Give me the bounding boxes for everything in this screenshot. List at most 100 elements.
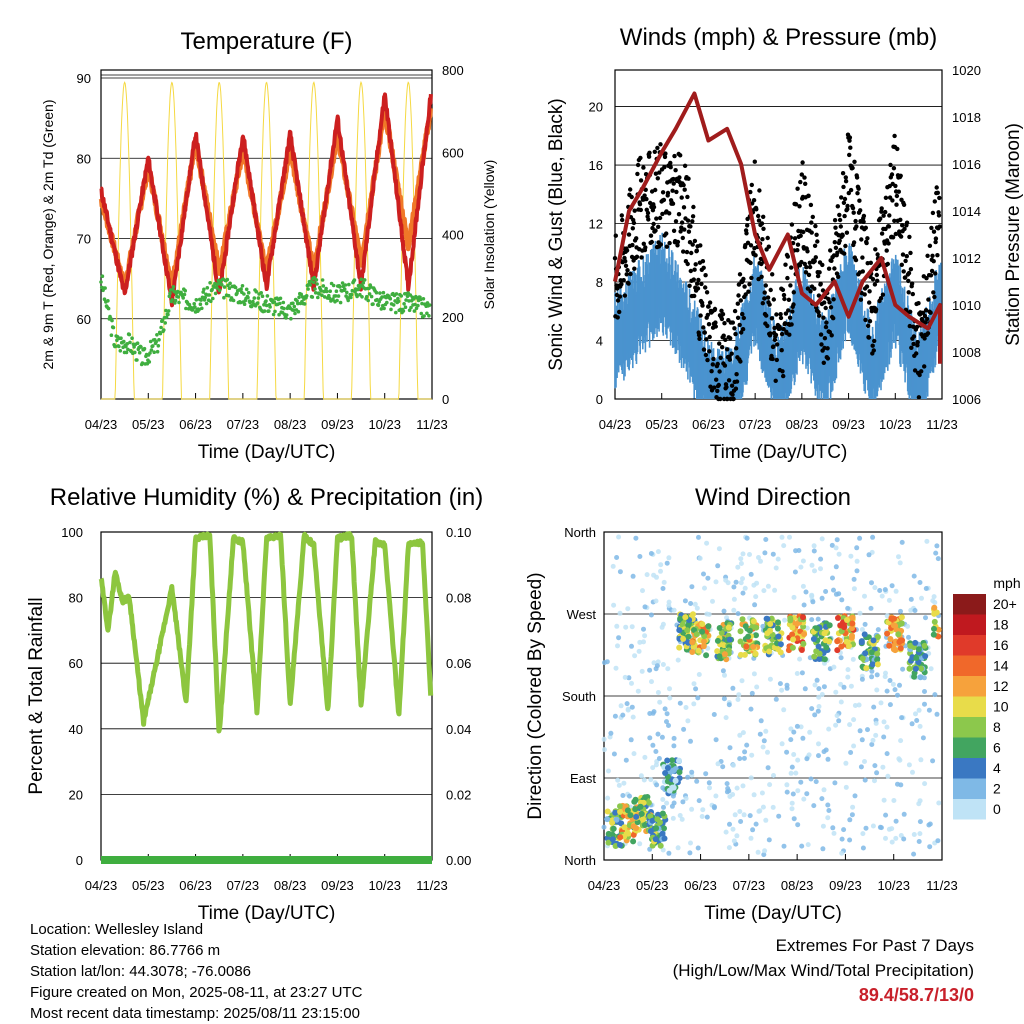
direction-point [726,845,732,851]
direction-point [636,648,642,654]
dewpoint-point [176,295,181,299]
gust-point [802,261,807,267]
direction-point [629,680,634,686]
gust-point [635,162,641,168]
dewpoint-point [336,294,341,298]
dewpoint-point [155,349,160,354]
direction-point [812,682,818,688]
gust-point [864,284,870,289]
x-tick-label: 09/23 [829,878,862,893]
direction-point [637,803,644,810]
gust-point [903,275,908,280]
direction-point [794,671,800,676]
dewpoint-point [350,288,355,293]
gust-point [935,253,940,258]
x-tick-label: 10/23 [368,417,401,432]
direction-point [715,563,721,569]
gust-point [810,214,815,220]
direction-point [655,811,661,818]
direction-point [928,666,934,672]
direction-point [872,585,878,591]
gust-point [756,213,761,219]
direction-point [605,839,612,846]
direction-point [788,770,794,776]
gust-point [661,197,667,203]
direction-point [869,580,874,586]
direction-point [750,643,757,650]
direction-point [601,824,607,830]
dewpoint-point [382,306,386,311]
gust-point [785,275,790,281]
gust-point [753,253,758,258]
direction-point [740,783,746,789]
y-tick-label: 60 [69,656,83,671]
gust-point [733,331,738,337]
direction-point [604,808,611,815]
gust-point [878,296,884,301]
direction-point [764,615,771,622]
direction-point [806,752,812,758]
direction-point [851,743,857,749]
direction-point [886,642,893,649]
gust-point [868,260,873,265]
gust-point [648,233,654,238]
gust-point [808,202,814,208]
direction-point [807,729,813,735]
dewpoint-point [222,295,226,300]
direction-point [644,572,650,578]
gust-point [685,261,690,267]
gust-point [923,320,928,325]
direction-point [931,604,938,611]
y-tick-label: West [567,607,597,622]
direction-point [809,706,815,712]
direction-point [656,756,662,761]
direction-point [813,625,820,632]
direction-point [863,665,870,672]
direction-point [911,832,917,837]
direction-point [726,788,732,794]
dewpoint-point [110,318,114,323]
gust-point [809,220,814,225]
gust-point [906,290,911,295]
direction-point [897,682,902,688]
gust-point [676,212,682,217]
legend-swatch [953,676,986,697]
dewpoint-point [402,302,406,306]
direction-point [612,809,619,816]
dewpoint-point [369,285,373,289]
gust-point [832,266,837,271]
direction-point [820,846,826,852]
gust-point [933,239,938,245]
direction-point [657,699,663,705]
station-info: Location: Wellesley Island Station eleva… [30,919,362,1024]
y-tick-label: North [564,525,596,540]
direction-point [927,844,933,850]
gust-point [917,372,922,378]
direction-point [637,841,643,847]
gust-point [857,198,862,203]
direction-point [675,845,681,851]
direction-point [837,622,844,629]
gust-point [932,199,937,204]
dewpoint-point [118,349,123,353]
gust-point [671,181,676,186]
dewpoint-point [139,345,143,349]
gust-point [682,187,687,192]
gust-point [807,264,813,270]
gust-point [906,278,911,284]
direction-point [689,584,695,590]
direction-point [882,587,888,593]
gust-point [635,171,640,177]
dewpoint-point [277,312,281,317]
legend-swatch [953,696,986,717]
gust-point [871,348,876,353]
direction-point [881,734,887,740]
gust-point [621,278,626,283]
gust-point [805,249,810,254]
y-tick-label: 0 [596,392,603,407]
dewpoint-point [418,297,423,302]
dewpoint-point [272,300,277,304]
direction-point [661,825,667,832]
y2-tick-label: 800 [442,63,464,78]
gust-point [623,259,628,264]
